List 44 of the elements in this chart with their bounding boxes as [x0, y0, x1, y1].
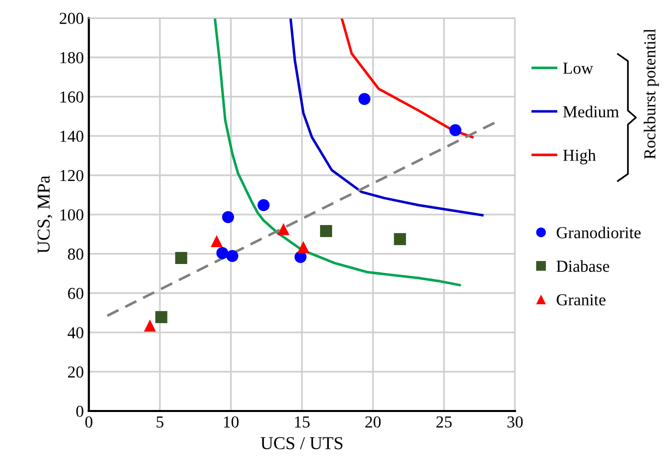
- y-tick-label: 80: [68, 248, 84, 260]
- point: [449, 124, 462, 136]
- point: [222, 211, 234, 224]
- point: [297, 240, 310, 253]
- legend-label: Granodiorite: [556, 226, 641, 238]
- point: [358, 93, 370, 106]
- point: [226, 250, 238, 262]
- y-tick-label: 60: [68, 288, 84, 300]
- x-tick-label: 10: [224, 416, 239, 428]
- y-axis-title: UCS, MPa: [38, 176, 52, 254]
- x-axis-title: UCS / UTS: [260, 437, 342, 450]
- y-tick-label: 180: [60, 52, 84, 64]
- point: [155, 311, 168, 324]
- x-tick-label: 0: [85, 416, 92, 428]
- legend-label: Medium: [563, 106, 619, 118]
- point: [144, 320, 156, 332]
- legend-label: Granite: [556, 294, 606, 306]
- y-tick-label: 100: [60, 209, 84, 220]
- legend-label: High: [563, 149, 596, 164]
- y-tick-label: 0: [76, 406, 84, 417]
- y-tick-label: 20: [68, 366, 84, 378]
- point: [175, 252, 188, 264]
- line-series: [340, 18, 474, 138]
- y-tick-label: 160: [60, 91, 84, 103]
- line-series: [214, 18, 461, 286]
- x-tick-label: 25: [436, 416, 452, 428]
- point: [258, 199, 270, 212]
- point: [394, 233, 406, 246]
- legend-label: Diabase: [556, 260, 610, 272]
- line-series: [289, 18, 484, 216]
- x-tick-label: 20: [365, 416, 381, 428]
- x-tick-label: 30: [507, 416, 523, 428]
- point: [210, 235, 223, 248]
- point: [277, 223, 290, 236]
- x-tick-label: 15: [295, 416, 310, 428]
- y-tick-label: 40: [68, 327, 84, 338]
- legend-title: Rockburst potential: [644, 28, 659, 160]
- point: [216, 247, 228, 260]
- x-tick-label: 5: [156, 416, 164, 428]
- y-tick-label: 120: [60, 170, 84, 182]
- y-tick-label: 200: [60, 12, 84, 24]
- y-tick-label: 140: [60, 130, 84, 142]
- legend-label: Low: [563, 62, 594, 74]
- point: [320, 225, 332, 238]
